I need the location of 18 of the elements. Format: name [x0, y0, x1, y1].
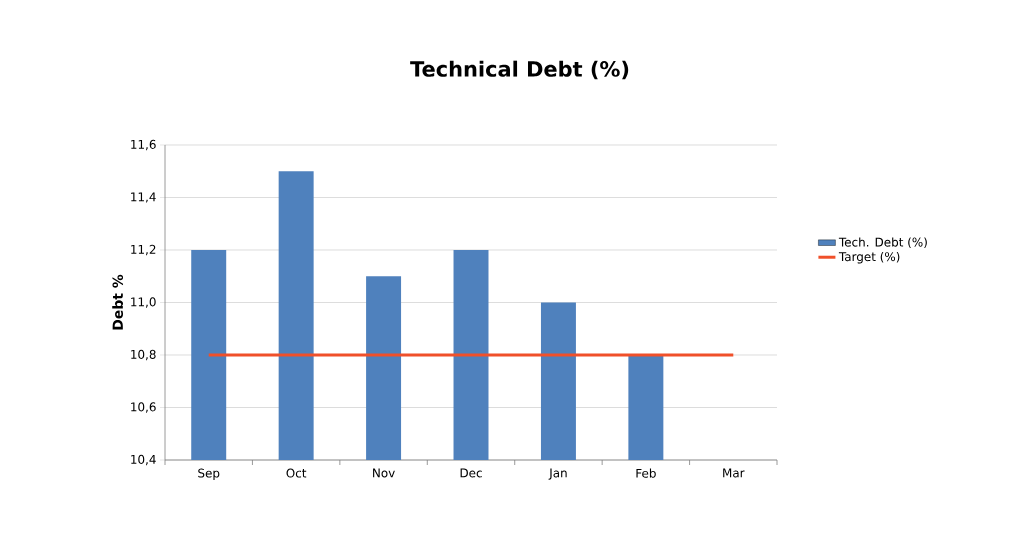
x-tick-label: Sep — [198, 468, 220, 480]
legend-label: Target (%) — [838, 251, 900, 264]
y-tick-label: 10,4 — [131, 454, 156, 466]
y-tick-label: 11,6 — [131, 139, 156, 151]
x-tick-label: Mar — [723, 468, 745, 478]
y-axis-title: Debt % — [112, 274, 124, 330]
y-tick-label: 11,2 — [131, 244, 156, 256]
legend-label: Tech. Debt (%) — [838, 237, 927, 249]
x-tick-label: Oct — [286, 468, 307, 478]
x-tick-label: Jan — [548, 468, 567, 480]
y-tick-label: 10,8 — [131, 349, 156, 361]
y-tick-label: 11,4 — [131, 192, 156, 203]
x-tick-label: Feb — [636, 468, 656, 478]
chart-title: Technical Debt (%) — [410, 60, 629, 80]
y-tick-label: 11,0 — [131, 297, 156, 308]
x-tick-label: Dec — [460, 468, 482, 478]
y-tick-label: 10,6 — [131, 402, 156, 413]
x-tick-label: Nov — [373, 468, 395, 478]
